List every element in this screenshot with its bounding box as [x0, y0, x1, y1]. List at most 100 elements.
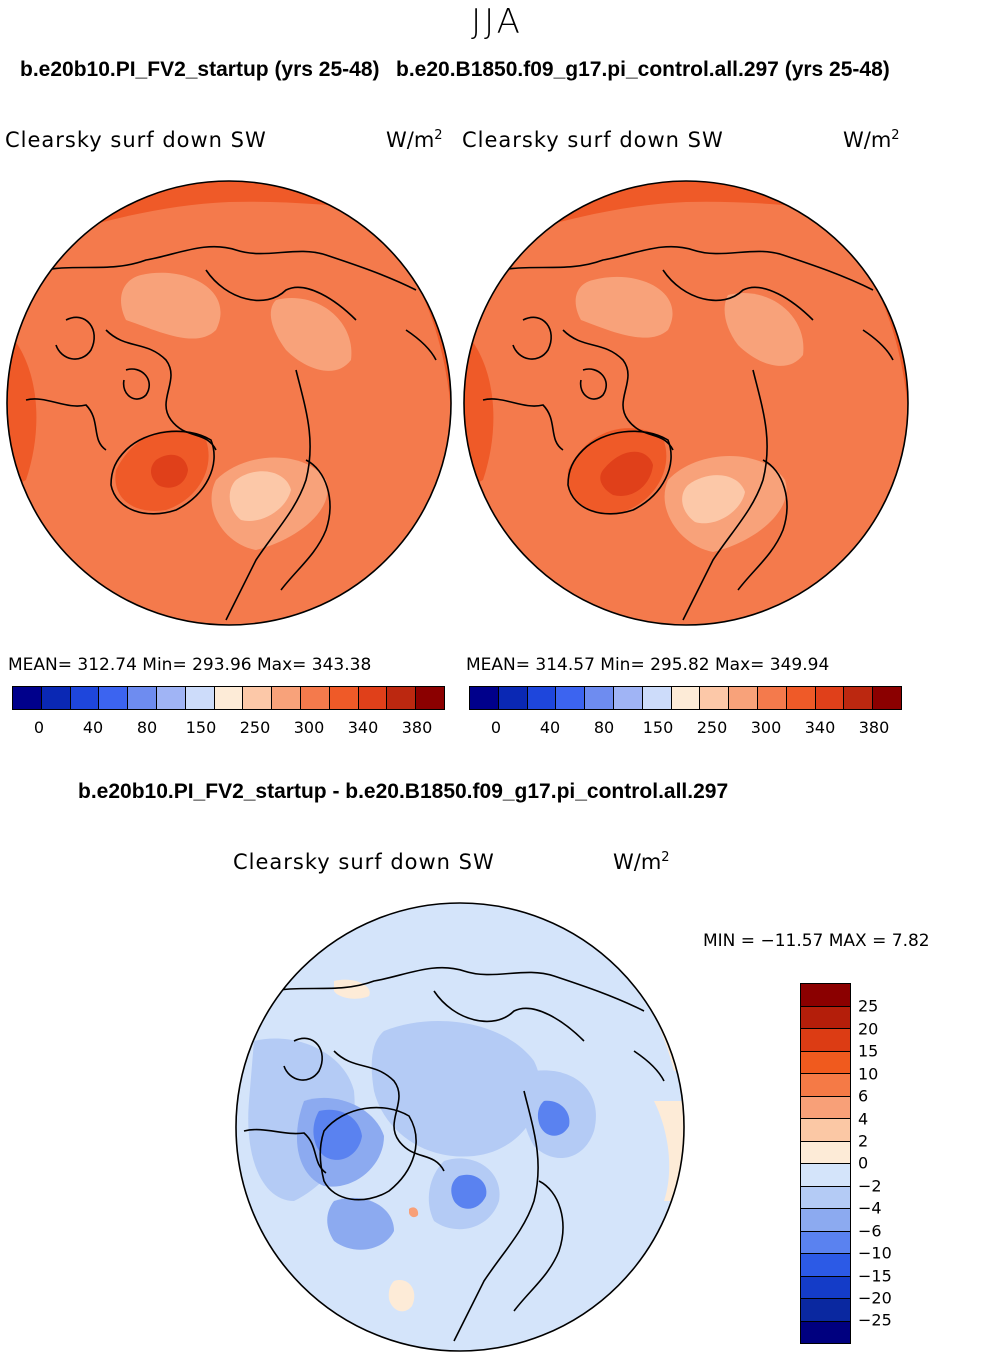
diff-colorbar-swatch	[801, 1074, 850, 1097]
right-colorbar-ticks: 0 40 80 150 250 300 340 380	[0, 718, 994, 740]
left-polar-map	[6, 180, 452, 626]
colorbar-swatch	[185, 687, 215, 709]
diff-tick-label: −15	[858, 1266, 892, 1286]
diff-tick-label: 0	[858, 1153, 869, 1173]
colorbar-swatch	[416, 687, 444, 709]
right-stats: MEAN= 314.57 Min= 295.82 Max= 349.94	[466, 655, 830, 675]
colorbar-swatch	[128, 687, 157, 709]
left-tick-label: 250	[239, 718, 271, 737]
left-tick-label: 150	[185, 718, 217, 737]
map-region-d-dark	[537, 1100, 570, 1136]
map-region-c-light	[121, 272, 221, 339]
colorbar-swatch	[786, 687, 816, 709]
diff-colorbar-swatch	[801, 1299, 850, 1322]
left-tick-label: 300	[293, 718, 325, 737]
diff-colorbar-swatch	[801, 1051, 850, 1074]
map-region-c-light	[724, 293, 804, 366]
diff-units-label: W/m2	[613, 850, 670, 874]
map-region-d-warm	[388, 1280, 415, 1312]
right-tick-label: 250	[696, 718, 728, 737]
diff-tick-label: −4	[858, 1198, 882, 1218]
diff-tick-label: 6	[858, 1086, 869, 1106]
left-stats: MEAN= 312.74 Min= 293.96 Max= 343.38	[8, 655, 372, 675]
right-tick-label: 40	[539, 718, 561, 737]
diff-colorbar-swatch	[801, 1321, 850, 1343]
diff-tick-label: 15	[858, 1041, 879, 1061]
diff-colorbar-swatch	[801, 1231, 850, 1254]
colorbar-swatch	[41, 687, 71, 709]
right-colorbar	[469, 686, 902, 710]
right-run-title: b.e20.B1850.f09_g17.pi_control.all.297 (…	[396, 58, 890, 81]
diff-colorbar-swatch	[801, 1119, 850, 1142]
colorbar-swatch	[329, 687, 359, 709]
right-tick-label: 0	[490, 718, 502, 737]
right-variable-label: Clearsky surf down SW	[462, 128, 724, 152]
diff-colorbar	[800, 983, 851, 1344]
diff-tick-label: 4	[858, 1109, 869, 1129]
diff-colorbar-swatch	[801, 1164, 850, 1187]
map-region-d-dark	[451, 1174, 487, 1209]
colorbar-swatch	[272, 687, 301, 709]
diff-colorbar-swatch	[801, 1141, 850, 1164]
left-colorbar	[12, 686, 445, 710]
colorbar-swatch	[844, 687, 874, 709]
colorbar-swatch	[99, 687, 129, 709]
colorbar-swatch	[470, 687, 499, 709]
diff-tick-label: −6	[858, 1221, 882, 1241]
left-tick-label: 0	[33, 718, 45, 737]
colorbar-swatch	[585, 687, 614, 709]
map-region-d-mid	[371, 1021, 541, 1157]
diff-tick-label: −20	[858, 1288, 892, 1308]
map-region-c-ocean	[464, 181, 908, 625]
map-region-c-light	[575, 276, 673, 338]
colorbar-swatch	[556, 687, 586, 709]
diff-tick-label: 10	[858, 1064, 879, 1084]
map-region-c-darker	[600, 451, 653, 496]
diff-colorbar-swatch	[801, 984, 850, 1007]
diff-stats: MIN = −11.57 MAX = 7.82	[703, 931, 930, 951]
diff-colorbar-swatch	[801, 1029, 850, 1052]
colorbar-swatch	[156, 687, 186, 709]
colorbar-swatch	[815, 687, 845, 709]
colorbar-swatch	[498, 687, 528, 709]
left-tick-label: 80	[136, 718, 158, 737]
colorbar-swatch	[243, 687, 273, 709]
map-region-d-orange	[409, 1207, 419, 1218]
map-region-c-darker	[150, 454, 188, 488]
map-region-c-lightest	[229, 471, 291, 521]
map-region-d-dark	[313, 1109, 362, 1160]
map-region-c-dark	[7, 330, 37, 490]
colorbar-swatch	[671, 687, 701, 709]
colorbar-swatch	[729, 687, 758, 709]
colorbar-swatch	[214, 687, 244, 709]
diff-colorbar-swatch	[801, 1276, 850, 1299]
diff-colorbar-swatch	[801, 1096, 850, 1119]
diff-tick-label: −25	[858, 1310, 892, 1330]
right-tick-label: 340	[804, 718, 836, 737]
diff-tick-label: 2	[858, 1131, 869, 1151]
colorbar-swatch	[358, 687, 388, 709]
colorbar-swatch	[873, 687, 901, 709]
colorbar-swatch	[13, 687, 42, 709]
diff-colorbar-swatch	[801, 1209, 850, 1232]
colorbar-swatch	[527, 687, 557, 709]
left-tick-label: 40	[82, 718, 104, 737]
colorbar-swatch	[70, 687, 100, 709]
diff-variable-label: Clearsky surf down SW	[233, 850, 495, 874]
colorbar-swatch	[387, 687, 417, 709]
diff-colorbar-swatch	[801, 1186, 850, 1209]
diff-polar-map	[235, 902, 685, 1352]
right-tick-label: 150	[642, 718, 674, 737]
map-region-d-blue	[327, 1197, 394, 1250]
colorbar-swatch	[757, 687, 787, 709]
colorbar-swatch	[613, 687, 643, 709]
right-tick-label: 380	[858, 718, 890, 737]
left-variable-label: Clearsky surf down SW	[5, 128, 267, 152]
left-tick-label: 340	[347, 718, 379, 737]
map-region-c-ocean	[7, 181, 451, 625]
left-colorbar-ticks: 0 40 80 150 250 300 340 380	[0, 718, 994, 740]
colorbar-swatch	[642, 687, 672, 709]
right-polar-map	[463, 180, 909, 626]
diff-tick-label: −10	[858, 1243, 892, 1263]
diff-colorbar-swatch	[801, 1006, 850, 1029]
